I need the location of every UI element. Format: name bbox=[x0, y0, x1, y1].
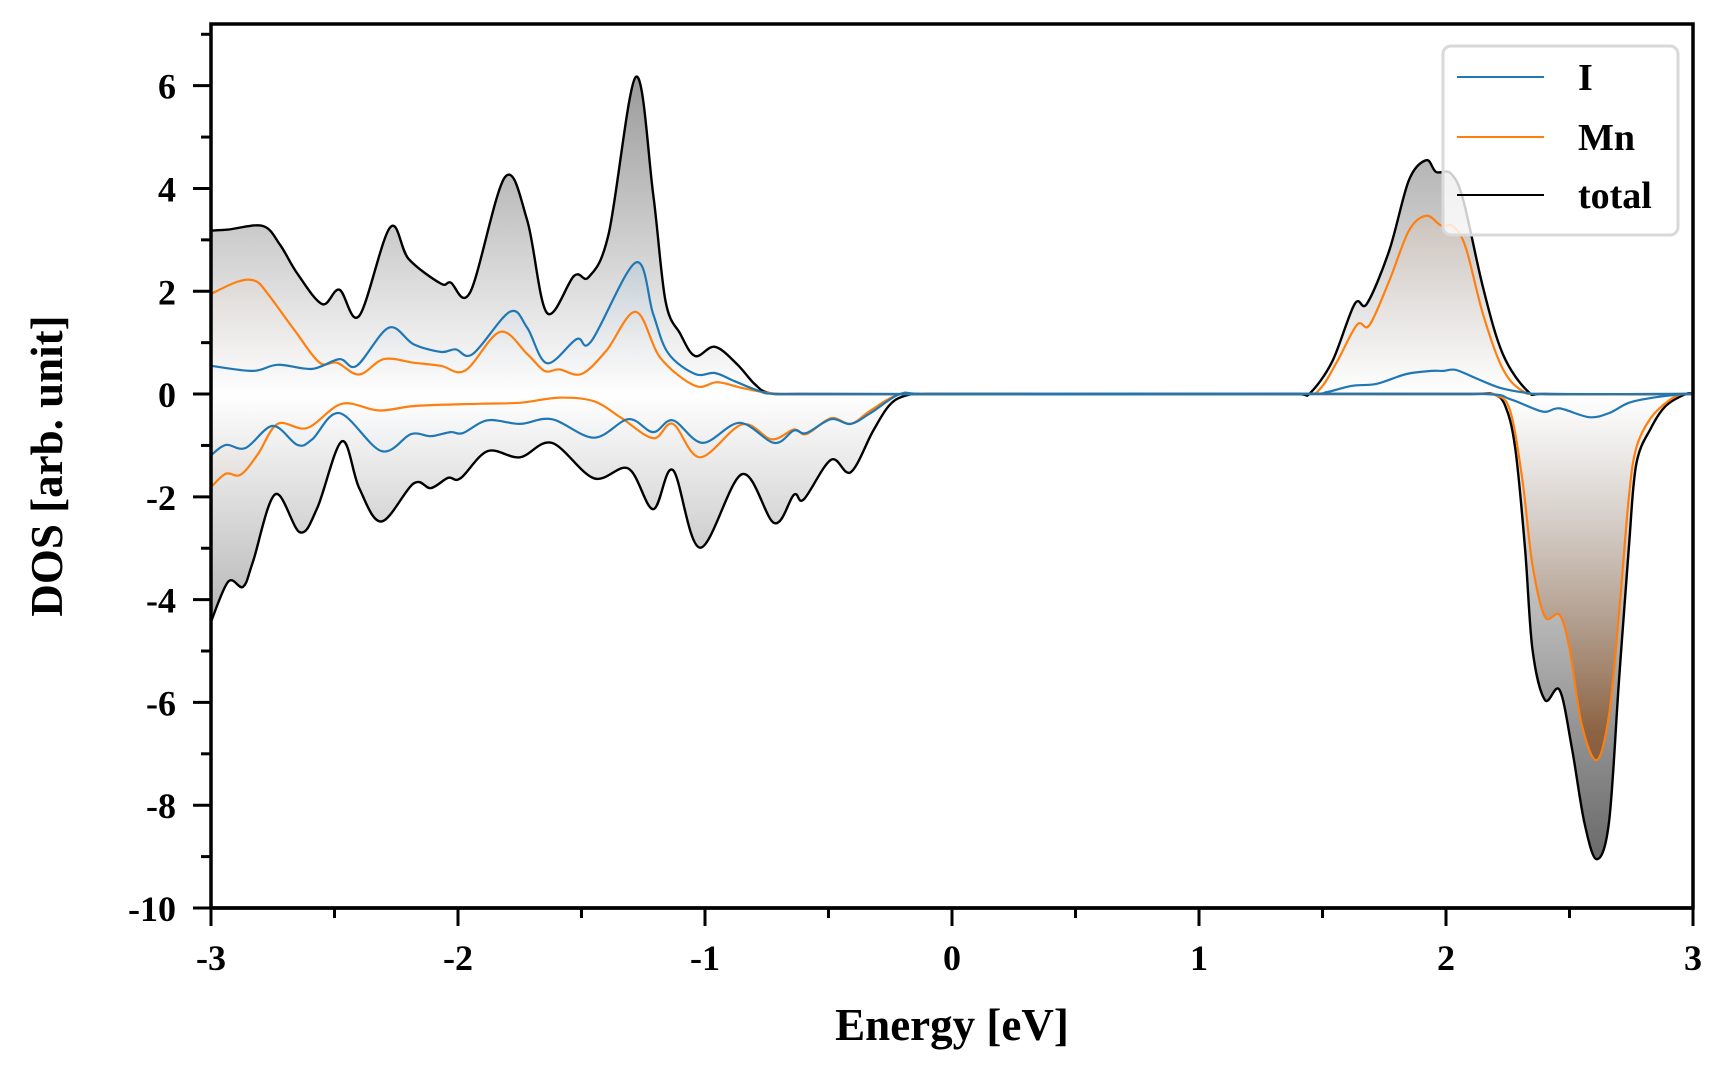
legend-label-total: total bbox=[1578, 175, 1652, 217]
y-axis: -10 -8 -6 -4 -2 0 2 4 6 bbox=[128, 32, 211, 929]
legend-entry-total: total bbox=[1457, 175, 1652, 217]
fill-total-up bbox=[211, 76, 1693, 396]
fill-total-down bbox=[211, 393, 1693, 860]
legend-box bbox=[1441, 44, 1680, 237]
x-tick-label: 2 bbox=[1437, 938, 1455, 978]
y-tick-label: -8 bbox=[146, 786, 176, 826]
line-i-up bbox=[211, 261, 1693, 396]
y-tick-label: 0 bbox=[158, 375, 176, 415]
legend: I Mn total bbox=[1441, 44, 1680, 237]
line-total-down bbox=[211, 391, 1693, 861]
fill-i-up bbox=[211, 262, 1693, 395]
x-tick-label: 1 bbox=[1190, 938, 1208, 978]
y-tick-label: 6 bbox=[158, 67, 176, 107]
legend-entry-mn: Mn bbox=[1457, 117, 1635, 159]
y-tick-label: 4 bbox=[158, 169, 176, 209]
line-mn-down bbox=[211, 392, 1693, 762]
y-tick-label: 2 bbox=[158, 272, 176, 312]
x-tick-label: -2 bbox=[443, 938, 473, 978]
line-i-down bbox=[211, 391, 1693, 457]
x-axis-label: Energy [eV] bbox=[835, 1000, 1069, 1050]
x-tick-label: 0 bbox=[943, 938, 961, 978]
y-tick-label: -6 bbox=[146, 683, 176, 723]
x-tick-label: -1 bbox=[690, 938, 720, 978]
fill-i-down bbox=[211, 392, 1693, 456]
y-axis-label: DOS [arb. unit] bbox=[22, 315, 72, 616]
x-axis: -3 -2 -1 0 1 2 3 bbox=[196, 906, 1702, 978]
plot-area bbox=[211, 75, 1693, 861]
y-tick-label: -2 bbox=[146, 478, 176, 518]
x-tick-label: -3 bbox=[196, 938, 226, 978]
line-total-up bbox=[211, 75, 1693, 397]
legend-label-mn: Mn bbox=[1578, 117, 1635, 159]
x-tick-label: 3 bbox=[1684, 938, 1702, 978]
y-tick-label: -4 bbox=[146, 581, 176, 621]
fill-mn-down bbox=[211, 393, 1693, 761]
y-tick-label: -10 bbox=[128, 889, 176, 929]
legend-entry-i: I bbox=[1457, 57, 1593, 99]
legend-label-i: I bbox=[1578, 57, 1593, 99]
dos-fills bbox=[211, 76, 1693, 860]
